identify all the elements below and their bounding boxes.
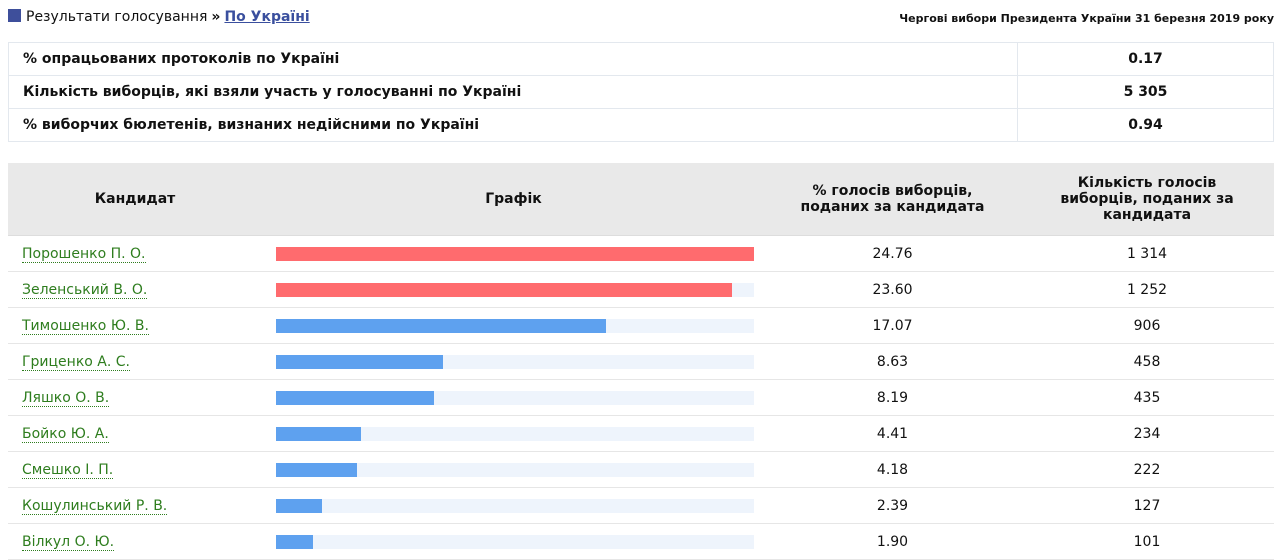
candidate-row: Порошенко П. О. 24.76 1 314: [8, 235, 1274, 272]
pct-cell: 4.18: [765, 451, 1020, 488]
votes-cell: 906: [1020, 307, 1274, 344]
candidate-row: Гриценко А. С. 8.63 458: [8, 343, 1274, 380]
chart-cell: [262, 307, 765, 344]
pct-cell: 24.76: [765, 235, 1020, 272]
bar-track: [276, 318, 754, 333]
votes-cell: 458: [1020, 343, 1274, 380]
votes-cell: 435: [1020, 379, 1274, 416]
summary-table: % опрацьованих протоколів по Україні 0.17…: [8, 42, 1274, 142]
summary-row: Кількість виборців, які взяли участь у г…: [8, 75, 1274, 109]
candidate-link[interactable]: Смешко І. П.: [22, 461, 114, 479]
results-table: Кандидат Графік % голосів виборців, пода…: [8, 163, 1274, 560]
chart-cell: [262, 235, 765, 272]
pct-cell: 8.63: [765, 343, 1020, 380]
separator: »: [211, 9, 221, 25]
summary-value: 5 305: [1017, 75, 1274, 109]
breadcrumb-bar: Результати голосування» По Україні Чергов…: [8, 9, 1274, 29]
bar: [276, 282, 732, 297]
votes-cell: 222: [1020, 451, 1274, 488]
summary-label: Кількість виборців, які взяли участь у г…: [8, 75, 1018, 109]
chart-cell: [262, 271, 765, 308]
candidate-link[interactable]: Порошенко П. О.: [22, 245, 146, 263]
candidate-row: Смешко І. П. 4.18 222: [8, 451, 1274, 488]
candidate-row: Ляшко О. В. 8.19 435: [8, 379, 1274, 416]
votes-cell: 234: [1020, 415, 1274, 452]
summary-label: % опрацьованих протоколів по Україні: [8, 42, 1018, 76]
name-cell: Зеленський В. О.: [8, 271, 262, 308]
pct-cell: 4.41: [765, 415, 1020, 452]
chart-cell: [262, 379, 765, 416]
bar-track: [276, 498, 754, 513]
pct-cell: 1.90: [765, 523, 1020, 560]
bar-track: [276, 462, 754, 477]
candidate-row: Тимошенко Ю. В. 17.07 906: [8, 307, 1274, 344]
candidate-link[interactable]: Гриценко А. С.: [22, 353, 130, 371]
column-header: Кількість голосів виборців, поданих за к…: [1020, 163, 1274, 236]
icon: [8, 9, 21, 22]
pct-cell: 17.07: [765, 307, 1020, 344]
page: Результати голосування» По Україні Чергов…: [8, 9, 1274, 560]
bar: [276, 390, 435, 405]
summary-row: % опрацьованих протоколів по Україні 0.17: [8, 42, 1274, 76]
bar-track: [276, 282, 754, 297]
bar: [276, 354, 443, 369]
chart-cell: [262, 523, 765, 560]
candidate-link[interactable]: Вілкул О. Ю.: [22, 533, 115, 551]
election-title: Чергові вибори Президента України 31 бер…: [899, 12, 1274, 25]
candidate-row: Бойко Ю. А. 4.41 234: [8, 415, 1274, 452]
chart-cell: [262, 343, 765, 380]
pct-cell: 2.39: [765, 487, 1020, 524]
summary-label: % виборчих бюлетенів, визнаних недійсним…: [8, 108, 1018, 142]
chart-cell: [262, 451, 765, 488]
bar: [276, 318, 606, 333]
bar: [276, 462, 357, 477]
votes-cell: 101: [1020, 523, 1274, 560]
name-cell: Вілкул О. Ю.: [8, 523, 262, 560]
chart-cell: [262, 415, 765, 452]
chart-cell: [262, 487, 765, 524]
candidate-link[interactable]: Кошулинський Р. В.: [22, 497, 168, 515]
summary-value: 0.94: [1017, 108, 1274, 142]
bar: [276, 498, 323, 513]
name-cell: Тимошенко Ю. В.: [8, 307, 262, 344]
breadcrumb: Результати голосування: [26, 9, 208, 25]
column-header: % голосів виборців, поданих за кандидата: [765, 163, 1020, 236]
bar-track: [276, 390, 754, 405]
column-header: Кандидат: [8, 163, 262, 236]
bar: [276, 426, 362, 441]
pct-cell: 8.19: [765, 379, 1020, 416]
summary-row: % виборчих бюлетенів, визнаних недійсним…: [8, 108, 1274, 142]
votes-cell: 127: [1020, 487, 1274, 524]
candidate-link[interactable]: Тимошенко Ю. В.: [22, 317, 149, 335]
pct-cell: 23.60: [765, 271, 1020, 308]
candidate-row: Зеленський В. О. 23.60 1 252: [8, 271, 1274, 308]
votes-cell: 1 314: [1020, 235, 1274, 272]
name-cell: Бойко Ю. А.: [8, 415, 262, 452]
bar-track: [276, 534, 754, 549]
summary-value: 0.17: [1017, 42, 1274, 76]
name-cell: Порошенко П. О.: [8, 235, 262, 272]
bar-track: [276, 426, 754, 441]
name-cell: Гриценко А. С.: [8, 343, 262, 380]
votes-cell: 1 252: [1020, 271, 1274, 308]
region-link[interactable]: По Україні: [224, 9, 310, 25]
bar-track: [276, 246, 754, 261]
candidate-link[interactable]: Ляшко О. В.: [22, 389, 110, 407]
candidate-row: Кошулинський Р. В. 2.39 127: [8, 487, 1274, 524]
candidate-row: Вілкул О. Ю. 1.90 101: [8, 523, 1274, 560]
candidate-link[interactable]: Зеленський В. О.: [22, 281, 148, 299]
name-cell: Кошулинський Р. В.: [8, 487, 262, 524]
bar-track: [276, 354, 754, 369]
name-cell: Ляшко О. В.: [8, 379, 262, 416]
name-cell: Смешко І. П.: [8, 451, 262, 488]
bar: [276, 534, 313, 549]
bar: [276, 246, 754, 261]
column-header: Графік: [262, 163, 765, 236]
candidate-link[interactable]: Бойко Ю. А.: [22, 425, 109, 443]
